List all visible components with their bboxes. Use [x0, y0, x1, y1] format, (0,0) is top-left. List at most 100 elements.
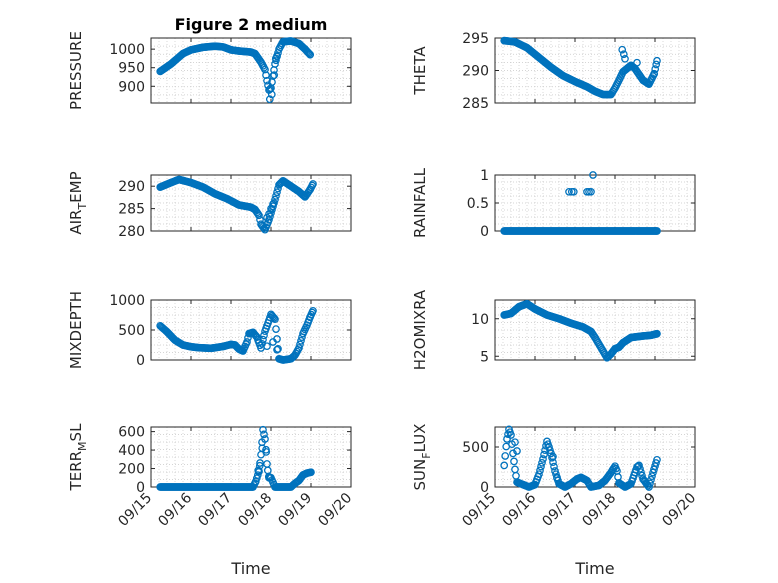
y-axis-label: RAINFALL: [411, 167, 429, 238]
y-axis-label: TERRMSL: [67, 423, 89, 492]
data-point: [265, 95, 274, 104]
data-point: [305, 49, 313, 58]
y-tick-label: 0: [136, 353, 145, 369]
data-point: [589, 171, 597, 179]
data-point: [538, 458, 546, 467]
y-tick-label: 0.5: [467, 196, 489, 212]
y-tick-label: 0: [136, 480, 145, 496]
x-tick-label: 09/19: [275, 490, 315, 530]
data-point: [295, 344, 303, 352]
y-tick-label: 0: [480, 480, 489, 496]
data-point: [536, 466, 544, 475]
data-point: [296, 340, 304, 349]
data-point: [261, 65, 269, 74]
data-point: [260, 331, 268, 340]
x-tick-label: 09/20: [315, 490, 355, 530]
data-point: [636, 464, 644, 473]
data-point: [651, 65, 660, 73]
subplot-h2omixra: 5 10 H2OMIXRA: [411, 289, 696, 370]
data-point: [256, 459, 264, 467]
subplot-mixdepth: 0 500 1000 MIXDEPTH: [67, 291, 352, 369]
x-tick-label: 09/18: [235, 490, 275, 530]
y-tick-label: 1000: [109, 42, 145, 58]
data-point: [565, 187, 573, 196]
data-point: [258, 444, 267, 453]
y-tick-label: 5: [480, 349, 489, 365]
data-point: [537, 462, 545, 471]
data-point: [263, 76, 271, 85]
data-point: [255, 211, 263, 220]
data-point: [511, 438, 519, 447]
data-point: [647, 475, 655, 484]
y-tick-label: 10: [471, 312, 489, 328]
data-point: [646, 479, 654, 488]
data-point: [513, 447, 521, 455]
subplot-rainfall: 0 0.5 1 RAINFALL: [411, 167, 696, 240]
data-point: [253, 471, 262, 479]
y-tick-label: 600: [118, 425, 145, 441]
data-point: [274, 184, 282, 193]
y-axis-label: THETA: [411, 46, 429, 96]
y-tick-label: 285: [118, 202, 145, 218]
data-point: [270, 314, 278, 322]
axes-frame: [494, 299, 696, 361]
x-tick-label: 09/20: [659, 490, 699, 530]
data-point: [637, 468, 645, 477]
data-point: [272, 192, 280, 200]
data-point: [271, 195, 279, 204]
data-point: [510, 457, 518, 466]
data-point: [652, 459, 660, 467]
subplot-theta: 285 290 295 THETA: [411, 31, 696, 112]
y-axis-label: H2OMIXRA: [411, 289, 429, 370]
x-tick-label: 09/19: [619, 490, 659, 530]
data-point: [243, 338, 251, 346]
y-tick-label: 295: [462, 31, 489, 47]
data-point: [260, 430, 268, 439]
data-point: [271, 315, 279, 324]
data-point: [546, 446, 554, 455]
data-point: [509, 449, 517, 458]
data-point: [618, 45, 627, 54]
data-point: [535, 470, 543, 479]
data-point: [609, 465, 617, 474]
subplot-pressure: 900 950 1000 PRESSURE: [67, 31, 352, 110]
data-point: [262, 71, 270, 79]
data-point: [254, 466, 263, 475]
data-point: [267, 90, 276, 99]
data-point: [619, 50, 628, 59]
data-point: [297, 336, 305, 345]
y-tick-label: 200: [118, 462, 145, 478]
y-tick-label: 280: [118, 224, 145, 240]
y-tick-label: 290: [462, 64, 489, 80]
data-point: [621, 54, 629, 63]
data-point: [653, 56, 661, 65]
data-point: [304, 48, 312, 57]
x-tick-label: 09/18: [579, 490, 619, 530]
y-tick-label: 500: [118, 323, 145, 339]
axes-frame: [150, 37, 352, 104]
data-point: [255, 467, 263, 476]
data-point: [569, 187, 578, 196]
data-point: [550, 462, 558, 471]
data-point: [309, 306, 317, 315]
y-tick-label: 1: [480, 168, 489, 184]
y-tick-label: 0: [480, 224, 489, 240]
y-tick-label: 950: [118, 61, 145, 77]
data-point: [587, 187, 595, 196]
data-point: [652, 60, 661, 69]
data-point: [259, 425, 267, 434]
subplot-air-temp: 280 285 290 AIRTEMP: [67, 171, 352, 240]
data-point: [507, 431, 515, 439]
data-point: [269, 202, 277, 211]
data-point: [273, 345, 281, 354]
y-axis-label: PRESSURE: [67, 31, 85, 110]
data-point: [306, 50, 315, 59]
data-point: [633, 58, 641, 67]
data-point: [267, 204, 275, 213]
data-point: [635, 461, 643, 470]
data-point: [549, 452, 557, 461]
x-tick-label: 09/16: [155, 490, 195, 530]
